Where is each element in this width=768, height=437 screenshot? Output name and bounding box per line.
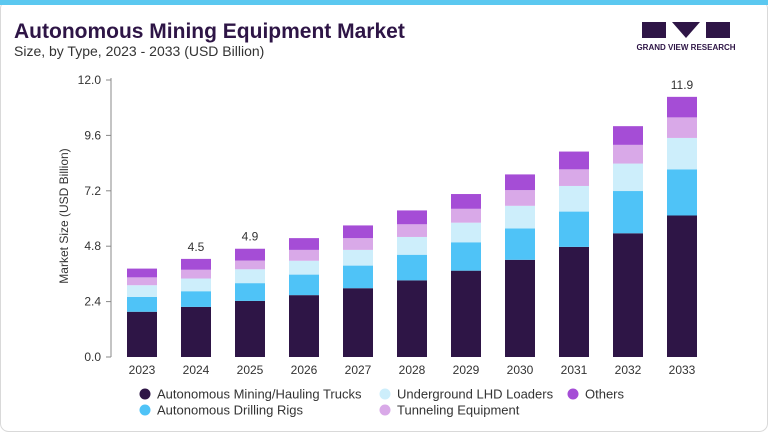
- logo-block: [672, 22, 700, 38]
- y-tick-label: 2.4: [84, 295, 101, 309]
- legend-marker: [139, 388, 151, 400]
- bar-segment: [235, 260, 265, 270]
- y-tick-label: 7.2: [84, 184, 101, 198]
- bar-segment: [451, 242, 481, 271]
- bar-segment: [289, 238, 319, 250]
- bar-segment: [127, 285, 157, 297]
- legend-marker: [139, 404, 151, 416]
- bar-segment: [397, 224, 427, 237]
- logo-text: GRAND VIEW RESEARCH: [636, 43, 735, 52]
- x-tick-label: 2023: [129, 363, 156, 377]
- x-tick-label: 2025: [237, 363, 264, 377]
- x-tick-label: 2033: [669, 363, 696, 377]
- x-tick-label: 2029: [453, 363, 480, 377]
- bar-segment: [181, 278, 211, 292]
- bar-segment: [127, 311, 157, 357]
- bar-segment: [181, 306, 211, 357]
- bar-segment: [505, 190, 535, 206]
- bar-segment: [235, 283, 265, 301]
- x-tick-label: 2026: [291, 363, 318, 377]
- bar-segment: [397, 210, 427, 225]
- bar-segment: [559, 169, 589, 186]
- bar-segment: [505, 228, 535, 260]
- bar-segment: [181, 269, 211, 279]
- bar-segment: [235, 300, 265, 357]
- bar-segment: [559, 246, 589, 357]
- bar-segment: [613, 126, 643, 145]
- y-tick-label: 0.0: [84, 350, 101, 364]
- y-tick-label: 9.6: [84, 128, 101, 142]
- bar-segment: [613, 144, 643, 164]
- bar-segment: [505, 259, 535, 357]
- bar-segment: [181, 258, 211, 270]
- chart-title: Autonomous Mining Equipment Market: [14, 20, 405, 43]
- bar-segment: [397, 236, 427, 255]
- bar-segment: [127, 296, 157, 312]
- bar-segment: [343, 249, 373, 266]
- logo-block: [642, 22, 666, 38]
- legend-label: Others: [585, 387, 625, 402]
- bar-segment: [397, 254, 427, 281]
- bar-segment: [451, 208, 481, 223]
- bar-segment: [235, 269, 265, 284]
- x-tick-label: 2030: [507, 363, 534, 377]
- logo: GRAND VIEW RESEARCH: [636, 22, 736, 52]
- x-tick-label: 2031: [561, 363, 588, 377]
- bar-segment: [289, 295, 319, 357]
- bar-segment: [289, 249, 319, 261]
- legend-label: Autonomous Mining/Hauling Trucks: [157, 387, 362, 402]
- bar-segment: [451, 194, 481, 209]
- total-label: 11.9: [671, 78, 694, 92]
- total-label: 4.5: [188, 240, 205, 254]
- bar-segment: [289, 274, 319, 296]
- bar-segment: [235, 248, 265, 261]
- legend-label: Autonomous Drilling Rigs: [157, 403, 303, 418]
- bar-segment: [127, 277, 157, 286]
- bar-segment: [559, 151, 589, 170]
- bar-segment: [343, 225, 373, 239]
- legend-marker: [379, 404, 391, 416]
- bar-segment: [181, 291, 211, 307]
- y-tick-label: 4.8: [84, 239, 101, 253]
- bar-segment: [613, 191, 643, 234]
- x-tick-label: 2032: [615, 363, 642, 377]
- bar-segment: [127, 268, 157, 278]
- total-label: 4.9: [242, 230, 259, 244]
- bar-segment: [451, 222, 481, 243]
- bar-segment: [505, 205, 535, 229]
- y-axis-label: Market Size (USD Billion): [57, 148, 71, 283]
- bar-segment: [667, 117, 697, 138]
- bar-segment: [343, 238, 373, 250]
- bar-segment: [343, 265, 373, 289]
- bar-segment: [289, 260, 319, 275]
- legend-label: Underground LHD Loaders: [397, 387, 554, 402]
- bar-segment: [397, 280, 427, 357]
- bar-segment: [559, 211, 589, 247]
- bar-segment: [667, 96, 697, 118]
- logo-block: [706, 22, 730, 38]
- bar-segment: [343, 288, 373, 357]
- bar-segment: [505, 174, 535, 191]
- top-strip: [0, 0, 768, 5]
- bar-segment: [613, 163, 643, 192]
- y-tick-label: 12.0: [78, 73, 102, 87]
- chart-subtitle: Size, by Type, 2023 - 2033 (USD Billion): [14, 43, 264, 59]
- legend-label: Tunneling Equipment: [397, 403, 520, 418]
- bar-segment: [667, 137, 697, 170]
- bar-segment: [667, 215, 697, 357]
- legend-marker: [567, 388, 579, 400]
- x-tick-label: 2024: [183, 363, 210, 377]
- legend-marker: [379, 388, 391, 400]
- x-tick-label: 2028: [399, 363, 426, 377]
- bar-segment: [451, 270, 481, 357]
- bar-segment: [667, 169, 697, 216]
- bar-segment: [559, 185, 589, 212]
- x-tick-label: 2027: [345, 363, 372, 377]
- bar-segment: [613, 233, 643, 357]
